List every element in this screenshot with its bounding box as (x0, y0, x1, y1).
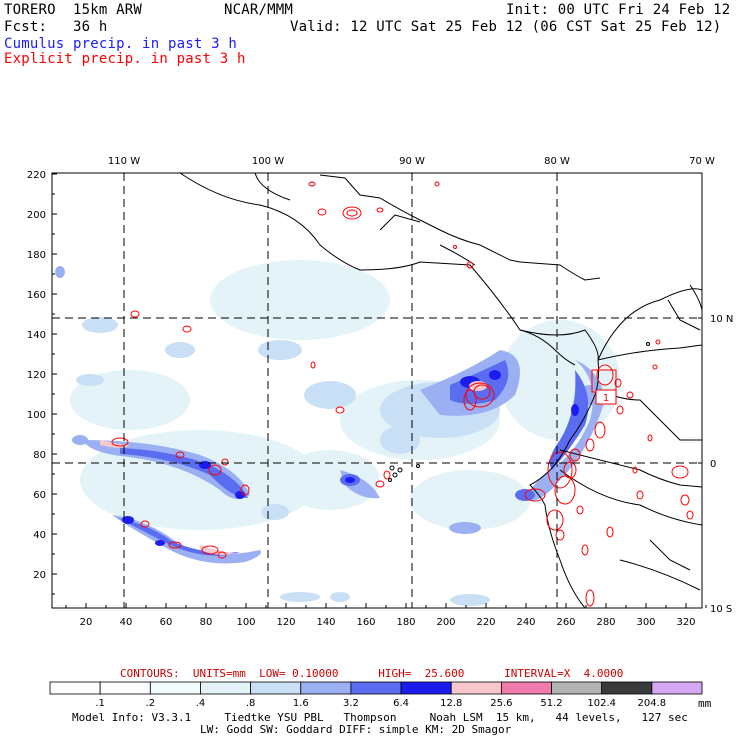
y-tick-label: 80 (33, 450, 46, 461)
x-tick-label: 260 (556, 617, 575, 628)
colorbar-swatch (400, 681, 452, 695)
lat-lon-gridlines (52, 173, 702, 608)
explicit-precip-contours (111, 181, 694, 607)
cumulus-precip-title: Cumulus precip. in past 3 h (4, 36, 237, 52)
y-tick-label: 140 (27, 330, 46, 341)
contours-caption: CONTOURS: UNITS=mm LOW= 0.10000 HIGH= 25… (120, 667, 624, 680)
cumulus-precip-shading (55, 260, 620, 606)
colorbar-label: 51.2 (540, 698, 562, 709)
latitude-label: 10 S (710, 604, 732, 615)
colorbar-label: 3.2 (343, 698, 359, 709)
colorbar-swatch (49, 681, 101, 695)
x-tick-label: 200 (436, 617, 455, 628)
x-tick-label: 120 (276, 617, 295, 628)
organization: NCAR/MMM (224, 2, 294, 18)
x-tick-label: 80 (200, 617, 213, 628)
longitude-label: 90 W (399, 156, 425, 167)
latitude-label: 0 (710, 459, 716, 470)
coastlines (179, 172, 703, 609)
colorbar-label: 102.4 (587, 698, 616, 709)
x-tick-label: 160 (356, 617, 375, 628)
colorbar-label: 12.8 (440, 698, 462, 709)
colorbar-swatch (500, 681, 552, 695)
x-tick-label: 220 (476, 617, 495, 628)
colorbar-swatch (200, 681, 252, 695)
x-tick-label: 100 (236, 617, 255, 628)
longitude-labels: 110 W 100 W 90 W 80 W 70 W (108, 156, 715, 177)
colorbar-swatch (99, 681, 151, 695)
map-frame (51, 172, 703, 609)
colorbar-label: 1.6 (293, 698, 309, 709)
y-tick-label: 160 (27, 290, 46, 301)
y-axis: 20 40 60 80 100 120 140 160 180 200 220 (27, 170, 57, 595)
x-tick-label: 300 (636, 617, 655, 628)
x-tick-label: 320 (676, 617, 695, 628)
explicit-precip-title: Explicit precip. in past 3 h (4, 51, 246, 67)
colorbar-label: .4 (196, 698, 206, 709)
y-tick-label: 120 (27, 370, 46, 381)
latitude-label: 10 N (710, 314, 733, 325)
colorbar-swatch (350, 681, 402, 695)
latitude-labels: 10 N 0 10 S (698, 314, 733, 615)
y-tick-label: 220 (27, 170, 46, 181)
y-tick-label: 20 (33, 570, 46, 581)
x-tick-label: 60 (160, 617, 173, 628)
longitude-label: 70 W (689, 156, 715, 167)
colorbar-swatch (601, 681, 653, 695)
y-tick-label: 40 (33, 530, 46, 541)
colorbar-swatch (149, 681, 201, 695)
colorbar-swatch (300, 681, 352, 695)
y-tick-label: 180 (27, 250, 46, 261)
x-tick-label: 240 (516, 617, 535, 628)
colorbar-label: 204.8 (638, 698, 667, 709)
model-info-line1: Model Info: V3.3.1 Tiedtke YSU PBL Thomp… (72, 711, 688, 724)
station-box-label: 1 (603, 393, 609, 404)
x-tick-label: 280 (596, 617, 615, 628)
colorbar-swatch (450, 681, 502, 695)
colorbar-unit: mm (698, 697, 712, 710)
y-tick-label: 100 (27, 410, 46, 421)
longitude-label: 100 W (252, 156, 284, 167)
colorbar-swatch (651, 681, 703, 695)
colorbar: .1 .2 .4 .8 1.6 3.2 6.4 12.8 25.6 51.2 102.4 204.8 (49, 681, 703, 709)
x-tick-label: 180 (396, 617, 415, 628)
init-time: Init: 00 UTC Fri 24 Feb 12 (506, 2, 731, 18)
x-tick-label: 40 (120, 617, 133, 628)
colorbar-swatch (551, 681, 603, 695)
x-axis: 20 40 60 80 100 120 140 160 180 200 220 240 260 280 30… (65, 603, 707, 628)
longitude-label: 80 W (544, 156, 570, 167)
colorbar-swatch (250, 681, 302, 695)
x-tick-label: 20 (80, 617, 93, 628)
longitude-label: 110 W (108, 156, 140, 167)
station-box: 1 (595, 389, 617, 405)
colorbar-label: .2 (146, 698, 156, 709)
forecast-hour: Fcst: 36 h (4, 19, 108, 35)
colorbar-label: .8 (246, 698, 256, 709)
colorbar-label: .1 (95, 698, 105, 709)
colorbar-label: 25.6 (490, 698, 512, 709)
map-border (51, 172, 703, 609)
model-info-line2: LW: Godd SW: Goddard DIFF: simple KM: 2D… (200, 723, 512, 736)
y-tick-label: 60 (33, 490, 46, 501)
valid-time: Valid: 12 UTC Sat 25 Feb 12 (06 CST Sat … (290, 19, 722, 35)
x-tick-label: 140 (316, 617, 335, 628)
model-name: TORERO 15km ARW (4, 2, 143, 18)
y-tick-label: 200 (27, 210, 46, 221)
colorbar-label: 6.4 (393, 698, 409, 709)
